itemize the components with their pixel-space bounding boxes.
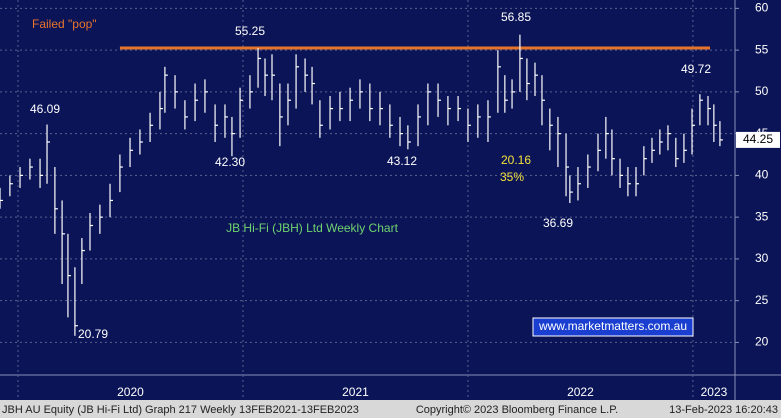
y-tick-label: 20 <box>755 335 769 349</box>
annotation: 42.30 <box>215 155 245 169</box>
annotation: 46.09 <box>30 102 60 116</box>
last-price-box <box>736 131 780 148</box>
y-tick-label: 30 <box>755 251 769 265</box>
y-tick-label: 60 <box>755 1 769 15</box>
x-tick-label: 2020 <box>117 385 144 399</box>
watermark: www.marketmatters.com.au <box>538 319 687 333</box>
footer-band <box>0 400 781 418</box>
footer-text: JBH AU Equity (JB Hi-Fi Ltd) Graph 217 W… <box>2 404 359 416</box>
watermark-box <box>532 317 694 337</box>
y-tick-label: 55 <box>755 42 769 56</box>
annotation: Failed "pop" <box>32 17 97 31</box>
chart-title: JB Hi-Fi (JBH) Ltd Weekly Chart <box>226 221 398 235</box>
annotation: 35% <box>500 170 524 184</box>
annotation: 20.79 <box>78 327 108 341</box>
y-tick-label: 50 <box>755 84 769 98</box>
x-tick-label: 2023 <box>701 385 728 399</box>
annotation: 49.72 <box>681 62 711 76</box>
y-tick-label: 40 <box>755 168 769 182</box>
annotation: 43.12 <box>387 154 417 168</box>
x-tick-label: 2022 <box>567 385 594 399</box>
x-tick-label: 2021 <box>342 385 369 399</box>
y-tick-label: 25 <box>755 293 769 307</box>
annotation: 36.69 <box>543 216 573 230</box>
footer-text: 13-Feb-2023 16:20:43 <box>669 404 778 416</box>
annotation: 55.25 <box>235 24 265 38</box>
annotation: 56.85 <box>501 10 531 24</box>
footer-text: Copyright© 2023 Bloomberg Finance L.P. <box>416 404 618 416</box>
y-tick-label: 35 <box>755 209 769 223</box>
annotation: 20.16 <box>501 153 531 167</box>
last-price-label: 44.25 <box>743 132 773 146</box>
